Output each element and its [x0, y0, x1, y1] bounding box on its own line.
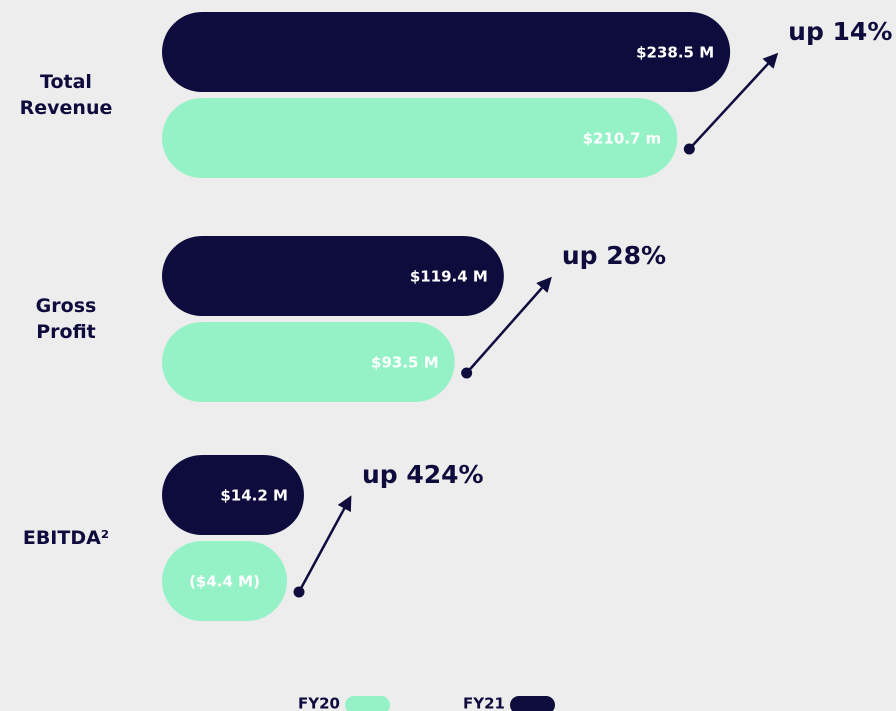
bar	[162, 322, 455, 402]
bar	[162, 541, 287, 621]
bar	[162, 455, 304, 535]
arrow-dot	[293, 586, 305, 598]
bar	[162, 12, 731, 92]
category-label: Total Revenue	[19, 71, 113, 119]
arrow	[688, 52, 779, 150]
arrow	[297, 495, 352, 593]
value-label: $14.2 M	[220, 487, 288, 505]
value-label: ($4.4 M)	[189, 573, 260, 591]
bar	[162, 236, 504, 316]
category-label: Gross Profit	[35, 295, 97, 343]
legend-label: FY20	[298, 695, 340, 711]
arrow-dot	[683, 143, 695, 155]
category-label: EBITDA²	[22, 527, 110, 549]
arrow-dot	[461, 367, 473, 379]
arrow	[465, 276, 552, 374]
value-label: $210.7 m	[583, 130, 662, 148]
value-label: $93.5 M	[371, 354, 439, 372]
value-label: $238.5 M	[636, 44, 714, 62]
annotation: up 28%	[562, 241, 666, 270]
legend-swatch	[345, 696, 390, 711]
annotation: up 424%	[362, 460, 484, 489]
value-label: $119.4 M	[410, 268, 488, 286]
annotation: up 14%	[788, 17, 892, 46]
legend-label: FY21	[463, 695, 505, 711]
legend-swatch	[510, 696, 555, 711]
bar	[162, 98, 678, 178]
